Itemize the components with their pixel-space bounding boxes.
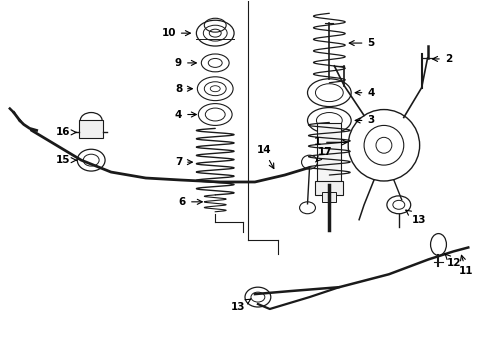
Bar	[316, 181, 343, 195]
Text: 11: 11	[459, 255, 473, 276]
Text: 6: 6	[179, 197, 202, 207]
Text: 16: 16	[56, 127, 76, 138]
Text: 2: 2	[433, 54, 452, 64]
Text: 8: 8	[175, 84, 193, 94]
Bar	[318, 123, 341, 185]
Text: 7: 7	[175, 157, 193, 167]
Text: 13: 13	[406, 210, 426, 225]
Bar	[330, 192, 336, 202]
Text: 9: 9	[175, 58, 196, 68]
Text: 1: 1	[314, 137, 347, 147]
Text: 10: 10	[161, 28, 191, 38]
Text: 15: 15	[56, 155, 76, 165]
Text: 12: 12	[444, 253, 462, 268]
Bar	[79, 121, 103, 138]
Text: 4: 4	[355, 88, 375, 98]
Text: 17: 17	[316, 147, 333, 162]
Text: 3: 3	[355, 116, 375, 126]
Bar	[322, 192, 328, 202]
Text: 14: 14	[257, 145, 274, 168]
Text: 13: 13	[231, 299, 251, 312]
Text: 5: 5	[349, 38, 375, 48]
Text: 4: 4	[175, 109, 196, 120]
